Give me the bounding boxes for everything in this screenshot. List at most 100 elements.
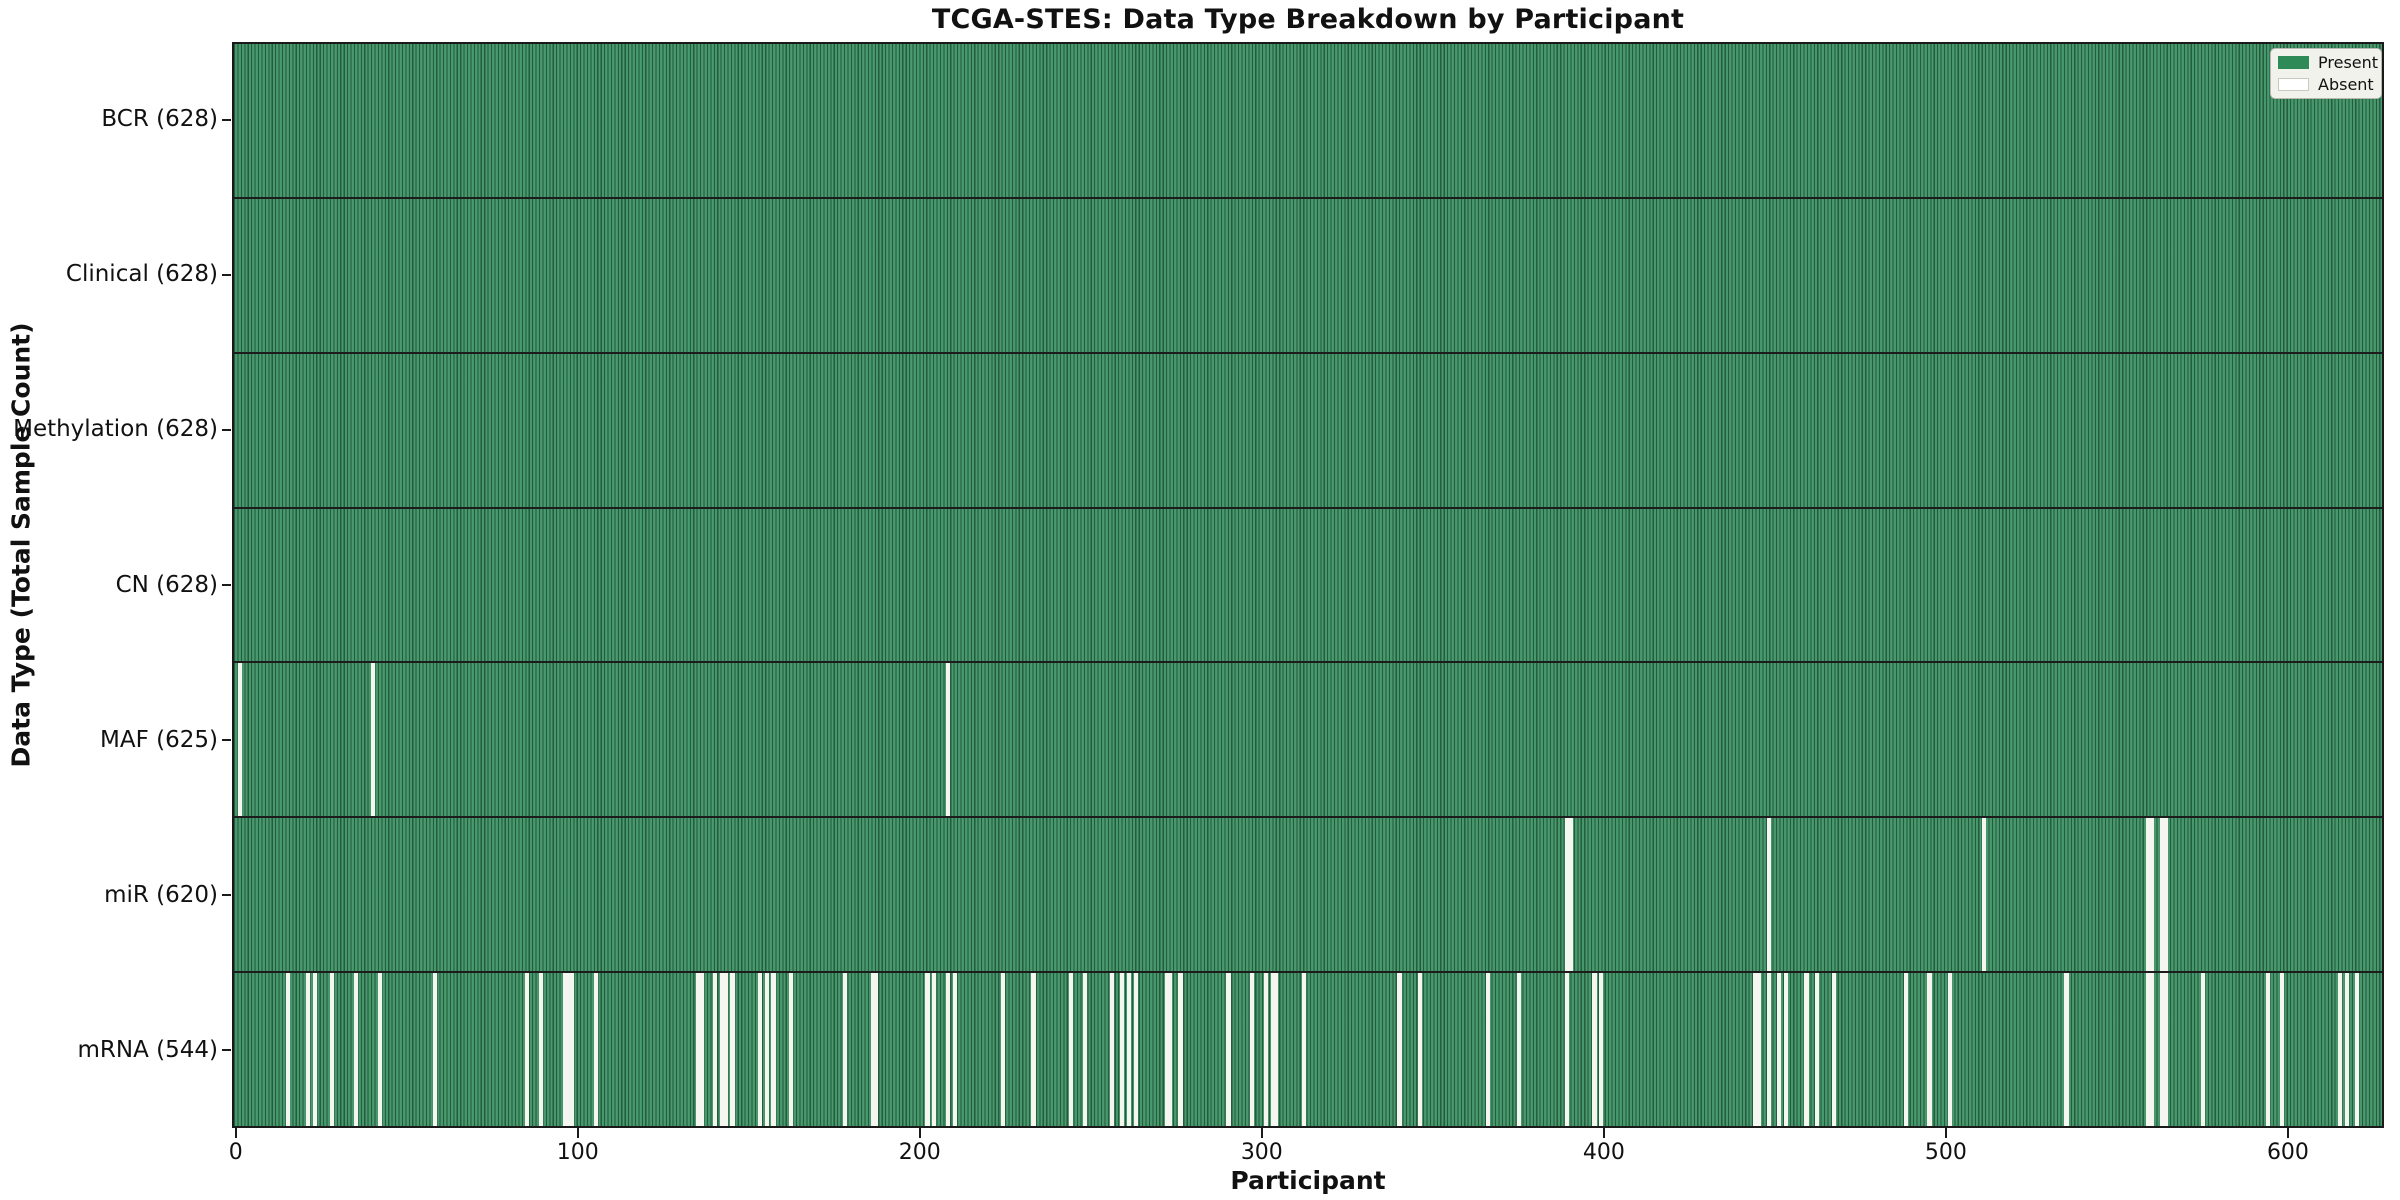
absent-gap xyxy=(2160,818,2168,972)
absent-gap xyxy=(1133,973,1139,1127)
absent-gap xyxy=(1110,973,1115,1127)
absent-gap xyxy=(1592,973,1597,1127)
x-tick-label: 100 xyxy=(556,1140,599,1165)
absent-gap xyxy=(313,973,318,1127)
absent-gap xyxy=(1599,973,1604,1127)
x-tick-mark xyxy=(1944,1128,1947,1138)
chart-title: TCGA-STES: Data Type Breakdown by Partic… xyxy=(931,4,1685,35)
legend-label-present: Present xyxy=(2318,53,2379,72)
y-tick-label: CN (628) xyxy=(115,571,218,598)
absent-gap xyxy=(1831,973,1836,1127)
absent-gap xyxy=(2160,973,2168,1127)
absent-gap xyxy=(1417,973,1423,1127)
y-tick-mark xyxy=(222,1049,231,1052)
absent-gap xyxy=(870,973,879,1127)
absent-gap xyxy=(1486,973,1491,1127)
absent-gap xyxy=(764,973,769,1127)
absent-gap xyxy=(945,663,951,817)
absent-gap xyxy=(1068,973,1074,1127)
absent-gap xyxy=(1903,973,1908,1127)
absent-gap xyxy=(1082,973,1087,1127)
x-tick-label: 0 xyxy=(228,1140,243,1165)
absent-gap xyxy=(1982,818,1987,972)
y-tick-mark xyxy=(222,894,231,897)
absent-gap xyxy=(2355,973,2360,1127)
y-tick-mark xyxy=(222,428,231,431)
row-mir xyxy=(234,818,2382,974)
absent-gap xyxy=(2337,973,2343,1127)
absent-gap xyxy=(730,973,735,1127)
absent-gap xyxy=(713,973,718,1127)
absent-gap xyxy=(952,973,957,1127)
y-tick-label: MAF (625) xyxy=(100,726,218,753)
y-tick-mark xyxy=(222,273,231,276)
absent-gap xyxy=(1804,973,1809,1127)
legend-swatch-present xyxy=(2278,56,2309,69)
absent-gap xyxy=(1263,973,1269,1127)
absent-gap xyxy=(1164,973,1173,1127)
absent-gap xyxy=(1031,973,1036,1127)
absent-gap xyxy=(237,663,243,817)
legend-entry-absent: Absent xyxy=(2278,75,2374,94)
absent-gap xyxy=(1948,973,1953,1127)
row-clinical xyxy=(234,198,2382,354)
absent-gap xyxy=(925,973,930,1127)
absent-gap xyxy=(2146,818,2155,972)
y-tick-mark xyxy=(222,584,231,586)
absent-gap xyxy=(2201,973,2206,1127)
row-bcr xyxy=(234,44,2382,199)
x-tick-mark xyxy=(1602,1128,1605,1138)
x-tick-mark xyxy=(2286,1128,2289,1138)
x-tick-mark xyxy=(918,1128,921,1138)
y-tick-mark xyxy=(222,118,231,121)
x-tick-mark xyxy=(234,1128,237,1138)
absent-gap xyxy=(771,973,776,1127)
absent-gap xyxy=(1250,973,1255,1127)
absent-gap xyxy=(1000,973,1005,1127)
absent-gap xyxy=(1517,973,1522,1127)
absent-gap xyxy=(1120,973,1125,1127)
absent-gap xyxy=(1766,818,1771,972)
absent-gap xyxy=(330,973,335,1127)
absent-gap xyxy=(1270,973,1279,1127)
absent-gap xyxy=(1564,973,1570,1127)
absent-gap xyxy=(1753,973,1761,1127)
x-axis-label: Participant xyxy=(1230,1166,1386,1195)
absent-gap xyxy=(2279,973,2284,1127)
absent-gap xyxy=(525,973,530,1127)
x-tick-label: 400 xyxy=(1582,1140,1625,1165)
absent-gap xyxy=(1814,973,1819,1127)
y-tick-label: mRNA (544) xyxy=(77,1036,218,1063)
row-methylation xyxy=(234,353,2382,509)
absent-gap xyxy=(1178,973,1183,1127)
absent-gap xyxy=(285,973,290,1127)
y-tick-label: Methylation (628) xyxy=(13,416,218,443)
absent-gap xyxy=(2146,973,2155,1127)
absent-gap xyxy=(757,973,762,1127)
absent-gap xyxy=(945,973,951,1127)
legend-swatch-absent xyxy=(2278,78,2309,91)
x-tick-mark xyxy=(576,1128,579,1138)
absent-gap xyxy=(2266,973,2271,1127)
y-tick-label: miR (620) xyxy=(104,881,218,908)
absent-gap xyxy=(593,973,598,1127)
x-tick-label: 300 xyxy=(1240,1140,1283,1165)
absent-gap xyxy=(354,973,359,1127)
y-tick-label: Clinical (628) xyxy=(65,261,218,288)
legend-entry-present: Present xyxy=(2278,54,2378,71)
absent-gap xyxy=(788,973,793,1127)
legend-label-absent: Absent xyxy=(2318,75,2374,94)
absent-gap xyxy=(1397,973,1402,1127)
absent-gap xyxy=(696,973,704,1127)
absent-gap xyxy=(538,973,544,1127)
absent-gap xyxy=(1766,973,1771,1127)
absent-gap xyxy=(1776,973,1782,1127)
absent-gap xyxy=(432,973,437,1127)
absent-gap xyxy=(378,973,383,1127)
absent-gap xyxy=(2344,973,2349,1127)
absent-gap xyxy=(1127,973,1132,1127)
absent-gap xyxy=(843,973,848,1127)
x-tick-label: 200 xyxy=(898,1140,941,1165)
absent-gap xyxy=(1927,973,1932,1127)
